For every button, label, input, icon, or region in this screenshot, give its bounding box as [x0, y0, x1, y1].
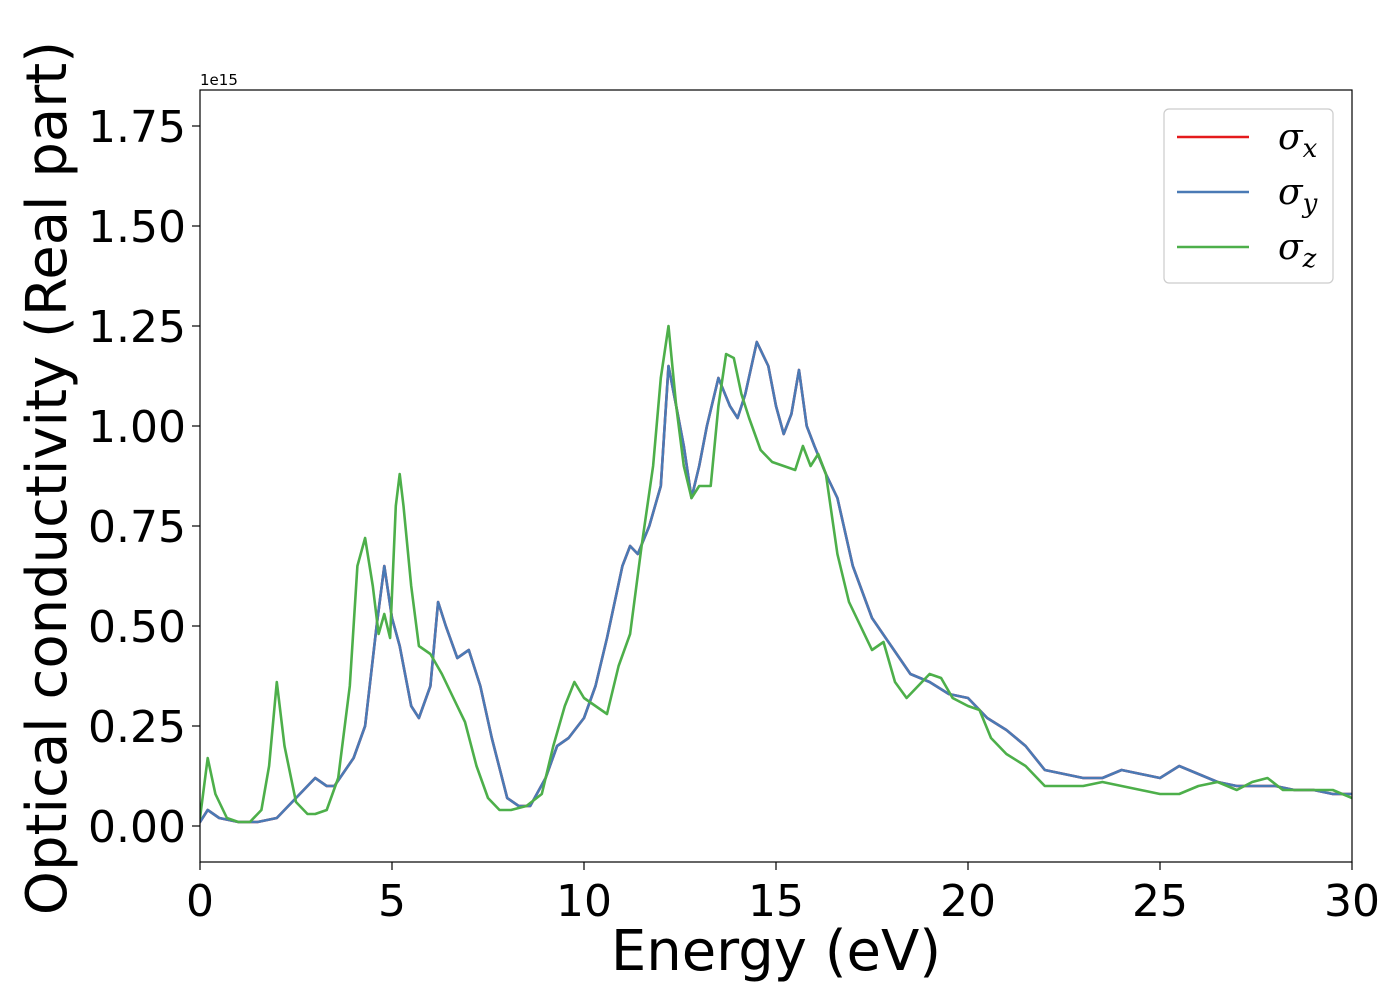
x-axis: 0 5 10 15 20 25 30	[186, 862, 1380, 927]
legend-frame	[1163, 108, 1334, 284]
y-tick-label: 1.50	[88, 202, 186, 253]
x-tick-label: 25	[1132, 876, 1188, 927]
y-tick-label: 0.00	[88, 802, 186, 853]
x-tick-label: 0	[186, 876, 214, 927]
x-tick-label: 30	[1324, 876, 1380, 927]
y-tick-label: 0.25	[88, 702, 186, 753]
x-tick-label: 20	[940, 876, 996, 927]
x-tick-label: 15	[748, 876, 804, 927]
legend-label-y: σy	[1278, 172, 1318, 219]
y-tick-label: 0.75	[88, 502, 186, 553]
y-axis: 0.00 0.25 0.50 0.75 1.00 1.25 1.50 1.75	[88, 102, 200, 853]
y-axis-title: Optical conductivity (Real part)	[15, 41, 80, 915]
x-tick-label: 5	[378, 876, 406, 927]
y-tick-label: 1.75	[88, 102, 186, 153]
y-tick-label: 0.50	[88, 602, 186, 653]
y-offset-text: 1e15	[200, 71, 238, 89]
legend-label-x: σx	[1278, 117, 1318, 164]
x-axis-title: Energy (eV)	[611, 919, 941, 984]
legend: σx σy σz	[1163, 108, 1334, 284]
x-tick-label: 10	[556, 876, 612, 927]
series-layer	[200, 324, 1352, 824]
plot-area-background	[200, 90, 1352, 862]
y-tick-label: 1.00	[88, 402, 186, 453]
legend-label-z: σz	[1278, 227, 1317, 274]
series-line-z	[200, 324, 1352, 824]
y-tick-label: 1.25	[88, 302, 186, 353]
